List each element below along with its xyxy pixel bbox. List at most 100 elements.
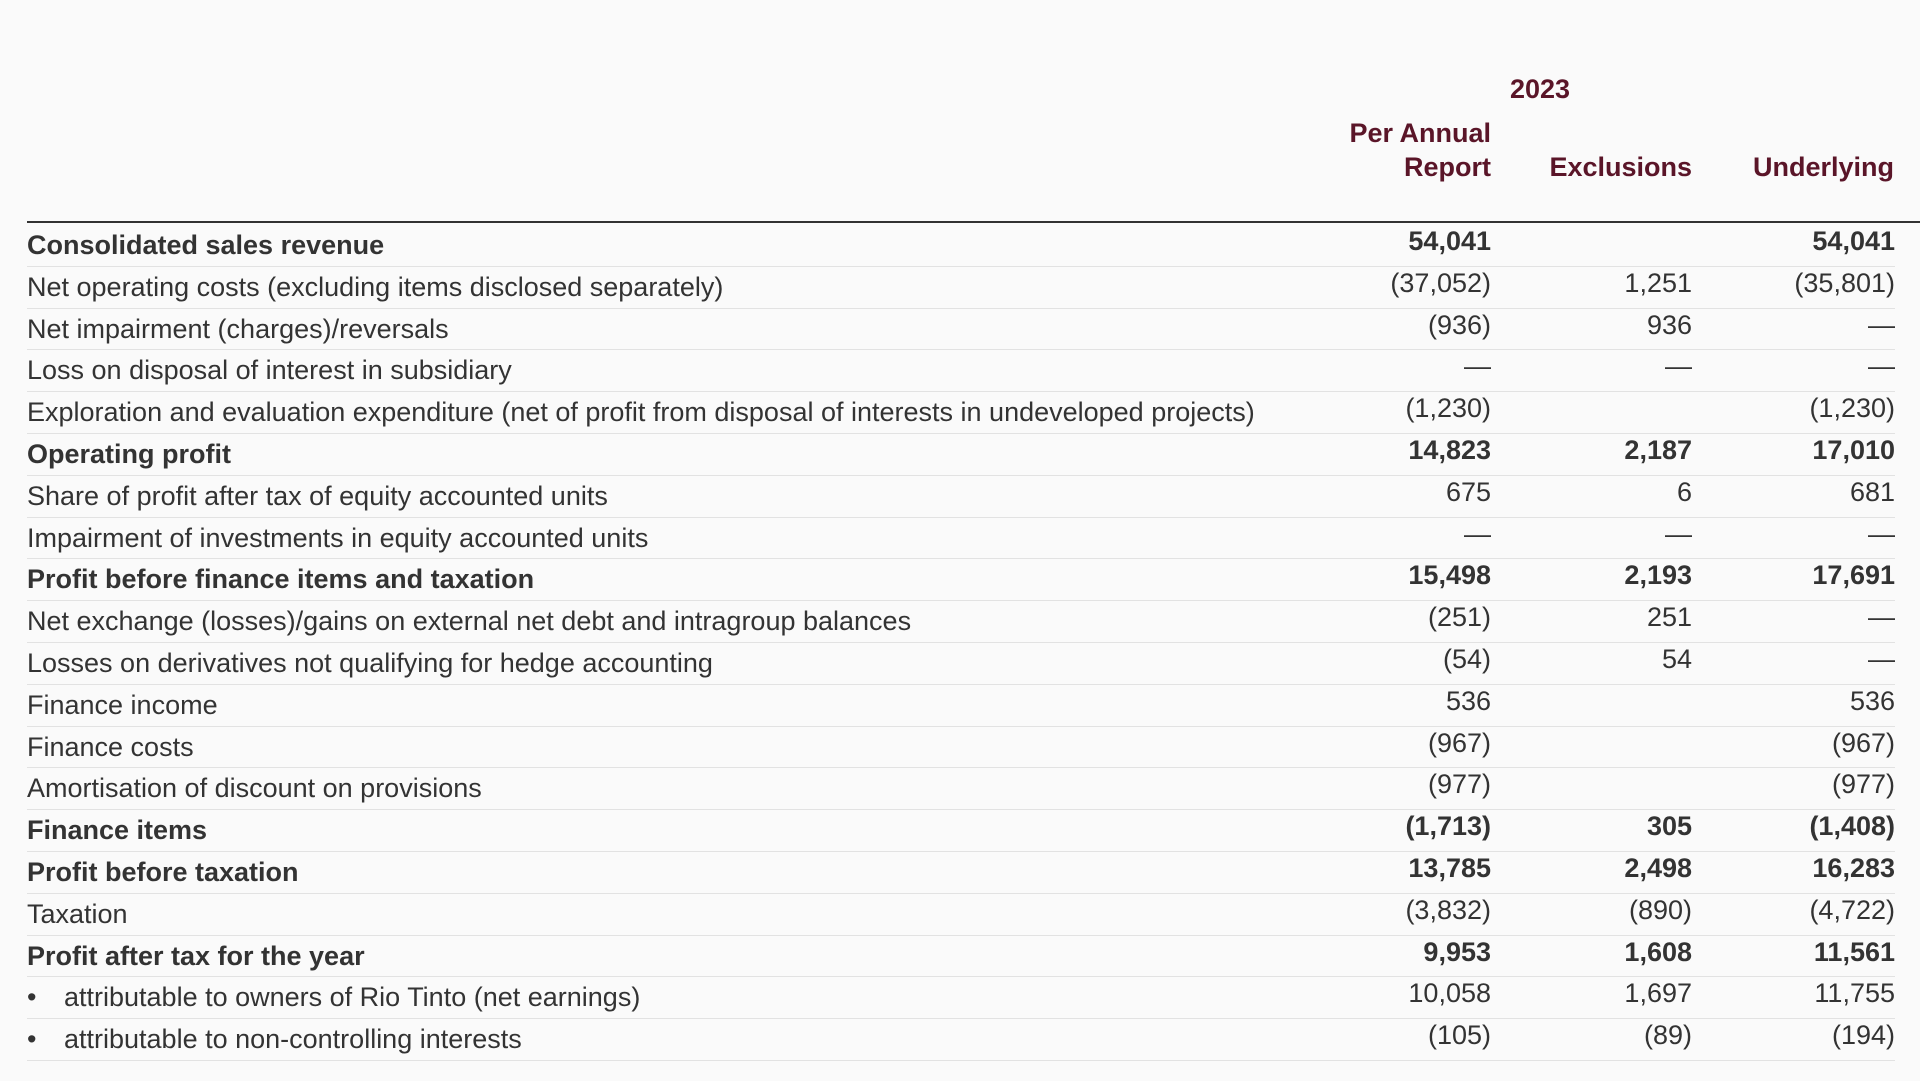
cell-value: 2,498	[1624, 853, 1692, 883]
cell-value: (89)	[1643, 1020, 1692, 1051]
cell-value: (977)	[1427, 769, 1491, 800]
row-label: Amortisation of discount on provisions	[27, 773, 482, 804]
cell-value: 16,283	[1812, 853, 1895, 883]
cell-value: 1,251	[1624, 267, 1692, 298]
table-row: Amortisation of discount on provisions (9…	[27, 767, 1895, 811]
row-label: attributable to owners of Rio Tinto (net…	[27, 982, 640, 1013]
table-row: attributable to owners of Rio Tinto (net…	[27, 976, 1895, 1020]
cell-value: 54,041	[1812, 226, 1895, 256]
cell-value: 11,755	[1814, 978, 1895, 1009]
row-label: attributable to non-controlling interest…	[27, 1024, 522, 1055]
cell-value: —	[1665, 351, 1692, 382]
cell-value: 936	[1646, 309, 1692, 340]
cell-value: (890)	[1628, 894, 1692, 925]
cell-value: —	[1868, 644, 1895, 674]
column-header: Per Annual Report	[1349, 118, 1491, 182]
row-label: Profit before finance items and taxation	[27, 564, 535, 595]
cell-value: (977)	[1831, 769, 1895, 800]
cell-value: (4,722)	[1809, 894, 1895, 925]
cell-value: 17,010	[1812, 435, 1895, 465]
year-header: 2023	[1509, 74, 1571, 104]
row-label: Taxation	[27, 898, 128, 929]
cell-value: 675	[1445, 476, 1491, 507]
cell-value: (1,230)	[1809, 393, 1895, 424]
row-label: Exploration and evaluation expenditure (…	[27, 397, 1255, 428]
cell-value: —	[1868, 351, 1895, 382]
cell-value: 54	[1661, 644, 1692, 674]
cell-value: (35,801)	[1794, 267, 1895, 298]
cell-value: 1,608	[1624, 936, 1692, 967]
cell-value: 681	[1849, 476, 1895, 507]
cell-value: (105)	[1427, 1020, 1491, 1051]
table-row: Net exchange (losses)/gains on external …	[27, 600, 1895, 643]
table-row: attributable to non-controlling interest…	[27, 1018, 1895, 1061]
column-header: Underlying	[1752, 152, 1894, 182]
cell-value: 13,785	[1408, 853, 1491, 883]
row-label: Profit before taxation	[27, 857, 299, 887]
table-row: Consolidated sales revenue 54,041 54,041	[27, 224, 1895, 267]
table-row: Profit before finance items and taxation…	[27, 558, 1895, 602]
cell-value: —	[1464, 518, 1491, 549]
cell-value: —	[1868, 309, 1895, 340]
cell-value: 251	[1646, 602, 1692, 633]
cell-value: 536	[1849, 685, 1895, 716]
row-label: Net exchange (losses)/gains on external …	[27, 606, 912, 637]
table-row: Net impairment (charges)/reversals (936) 9…	[27, 308, 1895, 351]
row-label: Finance income	[27, 689, 218, 720]
cell-value: 536	[1445, 685, 1491, 716]
cell-value: 6	[1676, 476, 1692, 507]
table-row: Operating profit 14,823 2,187 17,010	[27, 433, 1895, 476]
table-row: Loss on disposal of interest in subsidia…	[27, 349, 1895, 393]
cell-value: —	[1868, 602, 1895, 633]
cell-value: (37,052)	[1390, 267, 1491, 298]
row-label: Impairment of investments in equity acco…	[27, 522, 649, 553]
cell-value: 10,058	[1408, 978, 1491, 1009]
cell-value: —	[1464, 351, 1491, 382]
cell-value: —	[1868, 518, 1895, 549]
row-label: Loss on disposal of interest in subsidia…	[27, 355, 512, 386]
cell-value: (1,713)	[1405, 811, 1491, 842]
cell-value: (3,832)	[1405, 894, 1491, 925]
cell-value: 15,498	[1408, 560, 1491, 591]
row-label: Net operating costs (excluding items dis…	[27, 271, 724, 302]
table-row: Losses on derivatives not qualifying for…	[27, 642, 1895, 685]
table-row: Share of profit after tax of equity acco…	[27, 475, 1895, 518]
table-row: Finance income 536 536	[27, 684, 1895, 727]
cell-value: (967)	[1427, 727, 1491, 758]
row-label: Net impairment (charges)/reversals	[27, 313, 449, 344]
cell-value: (1,230)	[1405, 393, 1491, 424]
header-rule	[27, 221, 1920, 223]
table-row: Taxation (3,832) (890) (4,722)	[27, 893, 1895, 936]
cell-value: (967)	[1831, 727, 1895, 758]
cell-value: (1,408)	[1809, 811, 1895, 842]
row-label: Consolidated sales revenue	[27, 230, 385, 260]
column-header: Exclusions	[1549, 152, 1692, 182]
table-row: Profit after tax for the year 9,953 1,608 1…	[27, 935, 1895, 978]
row-label: Losses on derivatives not qualifying for…	[27, 648, 713, 678]
cell-value: 1,697	[1624, 978, 1692, 1009]
row-label: Finance costs	[27, 731, 194, 762]
cell-value: 14,823	[1408, 435, 1491, 465]
row-label: Share of profit after tax of equity acco…	[27, 480, 608, 511]
table-row: Finance costs (967) (967)	[27, 726, 1895, 769]
cell-value: 54,041	[1408, 226, 1491, 256]
row-label: Profit after tax for the year	[27, 940, 365, 971]
cell-value: 2,193	[1624, 560, 1692, 591]
row-label: Operating profit	[27, 439, 231, 469]
cell-value: 9,953	[1423, 936, 1491, 967]
cell-value: (251)	[1427, 602, 1491, 633]
cell-value: —	[1665, 518, 1692, 549]
cell-value: (54)	[1442, 644, 1491, 674]
cell-value: 17,691	[1812, 560, 1895, 591]
row-label: Finance items	[27, 815, 208, 846]
cell-value: 11,561	[1813, 936, 1895, 967]
cell-value: (194)	[1831, 1020, 1895, 1051]
cell-value: 305	[1646, 811, 1692, 842]
table-row: Finance items (1,713) 305 (1,408)	[27, 809, 1895, 852]
table-row: Profit before taxation 13,785 2,498 16,283	[27, 851, 1895, 894]
cell-value: 2,187	[1624, 435, 1692, 465]
table-row: Exploration and evaluation expenditure (…	[27, 391, 1895, 434]
cell-value: (936)	[1427, 309, 1491, 340]
table-row: Impairment of investments in equity acco…	[27, 517, 1895, 560]
